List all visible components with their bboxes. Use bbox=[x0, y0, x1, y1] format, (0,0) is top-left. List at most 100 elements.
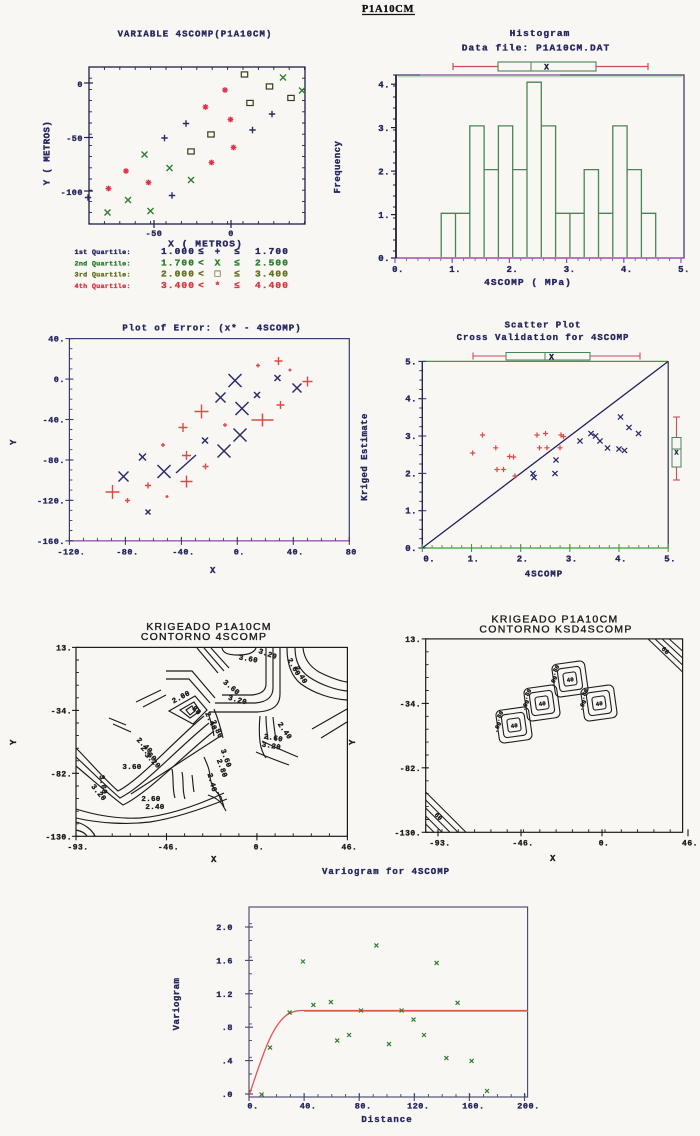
svg-text:1.: 1. bbox=[405, 507, 417, 517]
svg-text:0.: 0. bbox=[378, 254, 390, 264]
svg-text:X: X bbox=[210, 566, 216, 576]
svg-text:2.: 2. bbox=[378, 167, 390, 177]
svg-text:1st Quartile:: 1st Quartile: bbox=[75, 249, 131, 257]
svg-text:-93.: -93. bbox=[67, 843, 88, 852]
svg-text:2.500: 2.500 bbox=[255, 257, 289, 268]
svg-text:4th Quartile:: 4th Quartile: bbox=[75, 283, 131, 291]
svg-text:60: 60 bbox=[433, 812, 444, 823]
svg-text:40.: 40. bbox=[48, 335, 65, 345]
svg-text:Histogram: Histogram bbox=[510, 28, 571, 39]
svg-text:.4: .4 bbox=[222, 1057, 233, 1067]
svg-text:Data file: P1A10CM.DAT: Data file: P1A10CM.DAT bbox=[462, 43, 611, 54]
svg-text:4.: 4. bbox=[615, 555, 627, 565]
svg-text:.80: .80 bbox=[579, 687, 591, 701]
svg-text:.80: .80 bbox=[494, 709, 506, 723]
svg-text:.80: .80 bbox=[522, 687, 534, 701]
svg-text:*: * bbox=[215, 280, 221, 291]
svg-text:≤: ≤ bbox=[234, 269, 240, 280]
svg-text:0.: 0. bbox=[234, 547, 245, 557]
svg-text:VARIABLE 4SCOMP(P1A10CM): VARIABLE 4SCOMP(P1A10CM) bbox=[118, 30, 273, 40]
svg-text:CONTORNO 4SCOMP: CONTORNO 4SCOMP bbox=[141, 631, 267, 643]
svg-text:46.: 46. bbox=[341, 843, 357, 852]
svg-text:.8: .8 bbox=[222, 1023, 233, 1033]
svg-text:120.: 120. bbox=[407, 1102, 429, 1112]
svg-text:-80.: -80. bbox=[43, 456, 65, 466]
svg-text:0.: 0. bbox=[54, 375, 65, 385]
svg-text:13.: 13. bbox=[56, 644, 72, 653]
svg-text:3.: 3. bbox=[405, 432, 417, 442]
svg-text:2.: 2. bbox=[405, 469, 417, 479]
svg-text:-120.: -120. bbox=[57, 547, 85, 557]
svg-text:0.: 0. bbox=[405, 544, 417, 554]
svg-text:-34.: -34. bbox=[51, 707, 72, 716]
svg-text:4.: 4. bbox=[378, 80, 390, 90]
svg-text:<: < bbox=[198, 257, 204, 268]
svg-text:0.: 0. bbox=[599, 839, 610, 848]
svg-text:.60: .60 bbox=[492, 720, 504, 734]
svg-text:X: X bbox=[675, 450, 679, 457]
svg-text:40: 40 bbox=[595, 700, 603, 708]
svg-text:160.: 160. bbox=[462, 1102, 484, 1112]
svg-text:KRIGEADO P1A10CM: KRIGEADO P1A10CM bbox=[492, 614, 619, 626]
svg-text:-120.: -120. bbox=[37, 496, 65, 506]
svg-text:-46.: -46. bbox=[158, 843, 179, 852]
svg-text:40: 40 bbox=[510, 722, 518, 730]
svg-text:1.2: 1.2 bbox=[216, 990, 233, 1000]
svg-text:80.: 80. bbox=[355, 1102, 372, 1112]
svg-text:3.400: 3.400 bbox=[161, 280, 195, 291]
svg-text:≤: ≤ bbox=[234, 246, 240, 257]
svg-text:3.20: 3.20 bbox=[261, 741, 281, 752]
svg-text:3.: 3. bbox=[566, 555, 578, 565]
svg-text:Plot of Error: (x* - 4SCOMP): Plot of Error: (x* - 4SCOMP) bbox=[122, 324, 301, 334]
svg-text:3.: 3. bbox=[564, 265, 576, 275]
svg-text:Frequency: Frequency bbox=[333, 141, 343, 194]
svg-text:46.: 46. bbox=[682, 839, 698, 848]
svg-text:Cross Validation for 4SCOMP: Cross Validation for 4SCOMP bbox=[457, 333, 630, 343]
svg-text:40.: 40. bbox=[300, 1102, 317, 1112]
svg-text:X: X bbox=[215, 257, 221, 268]
svg-text:3.60: 3.60 bbox=[96, 775, 107, 795]
svg-text:3.20: 3.20 bbox=[227, 695, 248, 708]
svg-text:-34.: -34. bbox=[400, 700, 421, 709]
svg-text:2.40: 2.40 bbox=[145, 804, 164, 812]
svg-text:-100: -100 bbox=[61, 188, 83, 198]
svg-text:2.60: 2.60 bbox=[141, 796, 160, 804]
svg-text:P1A10CM: P1A10CM bbox=[362, 4, 414, 15]
svg-text:Kriged Estimate: Kriged Estimate bbox=[360, 413, 370, 501]
svg-text:Y: Y bbox=[9, 739, 19, 745]
svg-text:40: 40 bbox=[566, 676, 574, 684]
svg-text:3.: 3. bbox=[378, 124, 390, 134]
svg-text:+: + bbox=[215, 246, 221, 257]
svg-text:.80: .80 bbox=[550, 663, 562, 677]
svg-text:60: 60 bbox=[660, 646, 671, 657]
svg-text:0.: 0. bbox=[423, 555, 435, 565]
svg-text:-40.: -40. bbox=[43, 416, 65, 426]
svg-text:3.20: 3.20 bbox=[257, 648, 278, 662]
svg-text:2.: 2. bbox=[506, 265, 518, 275]
svg-text:.60: .60 bbox=[577, 698, 589, 712]
svg-text:□: □ bbox=[215, 269, 221, 280]
svg-text:X: X bbox=[544, 64, 549, 73]
svg-text:80: 80 bbox=[346, 547, 357, 557]
svg-text:CONTORNO KSD4SCOMP: CONTORNO KSD4SCOMP bbox=[479, 624, 632, 636]
svg-text:4SCOMP: 4SCOMP bbox=[525, 570, 563, 580]
svg-text:1.700: 1.700 bbox=[255, 246, 289, 257]
svg-text:-160.: -160. bbox=[37, 537, 65, 547]
svg-text:-82.: -82. bbox=[51, 770, 72, 779]
svg-text:2.60: 2.60 bbox=[263, 733, 283, 744]
svg-text:5.: 5. bbox=[678, 265, 690, 275]
svg-text:4.: 4. bbox=[621, 265, 633, 275]
svg-text:.0: .0 bbox=[222, 1090, 233, 1100]
svg-text:≤: ≤ bbox=[234, 280, 240, 291]
svg-text:-93.: -93. bbox=[429, 839, 450, 848]
svg-text:3.60: 3.60 bbox=[122, 764, 141, 772]
svg-text:-40.: -40. bbox=[172, 547, 194, 557]
svg-text:1.: 1. bbox=[449, 265, 461, 275]
svg-text:-50: -50 bbox=[66, 134, 83, 144]
svg-text:≤: ≤ bbox=[234, 257, 240, 268]
svg-text:3.400: 3.400 bbox=[255, 269, 289, 280]
svg-text:Y: Y bbox=[9, 439, 19, 445]
svg-text:KRIGEADO P1A10CM: KRIGEADO P1A10CM bbox=[146, 621, 271, 633]
svg-text:Variogram: Variogram bbox=[172, 978, 182, 1031]
svg-text:-46.: -46. bbox=[512, 839, 533, 848]
